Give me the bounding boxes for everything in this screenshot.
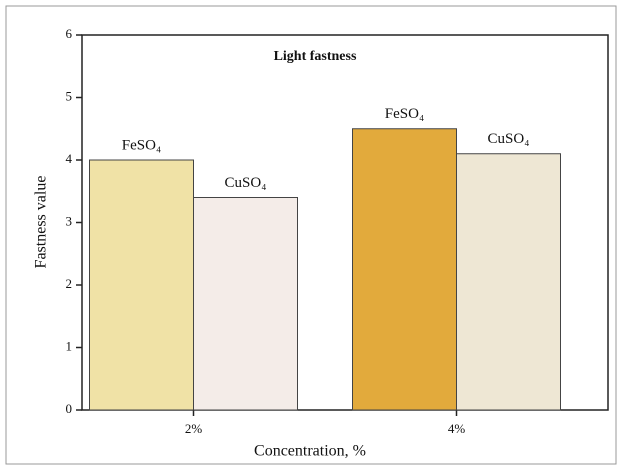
y-tick-label: 2 <box>66 276 73 291</box>
bar <box>89 159 194 411</box>
y-tick-label: 4 <box>66 151 73 166</box>
y-tick-label: 0 <box>66 401 73 416</box>
y-tick-label: 3 <box>66 213 73 228</box>
bar <box>352 128 457 411</box>
y-axis-label: Fastness value <box>33 176 50 269</box>
y-tick-label: 1 <box>66 338 73 353</box>
y-tick-label: 5 <box>66 88 73 103</box>
x-tick-label: 2% <box>185 421 203 436</box>
x-axis-label: Concentration, % <box>254 443 366 460</box>
bar <box>456 153 561 411</box>
x-tick-label: 4% <box>448 421 466 436</box>
bar-series-label: FeSO₄ <box>385 106 424 122</box>
frame <box>5 5 617 465</box>
chart-title: Light fastness <box>274 49 357 64</box>
bar-series-label: FeSO₄ <box>122 137 161 153</box>
bar <box>193 197 298 411</box>
y-tick-label: 6 <box>66 26 73 41</box>
bar-series-label: CuSO₄ <box>488 131 530 147</box>
bar-series-label: CuSO₄ <box>225 175 267 191</box>
